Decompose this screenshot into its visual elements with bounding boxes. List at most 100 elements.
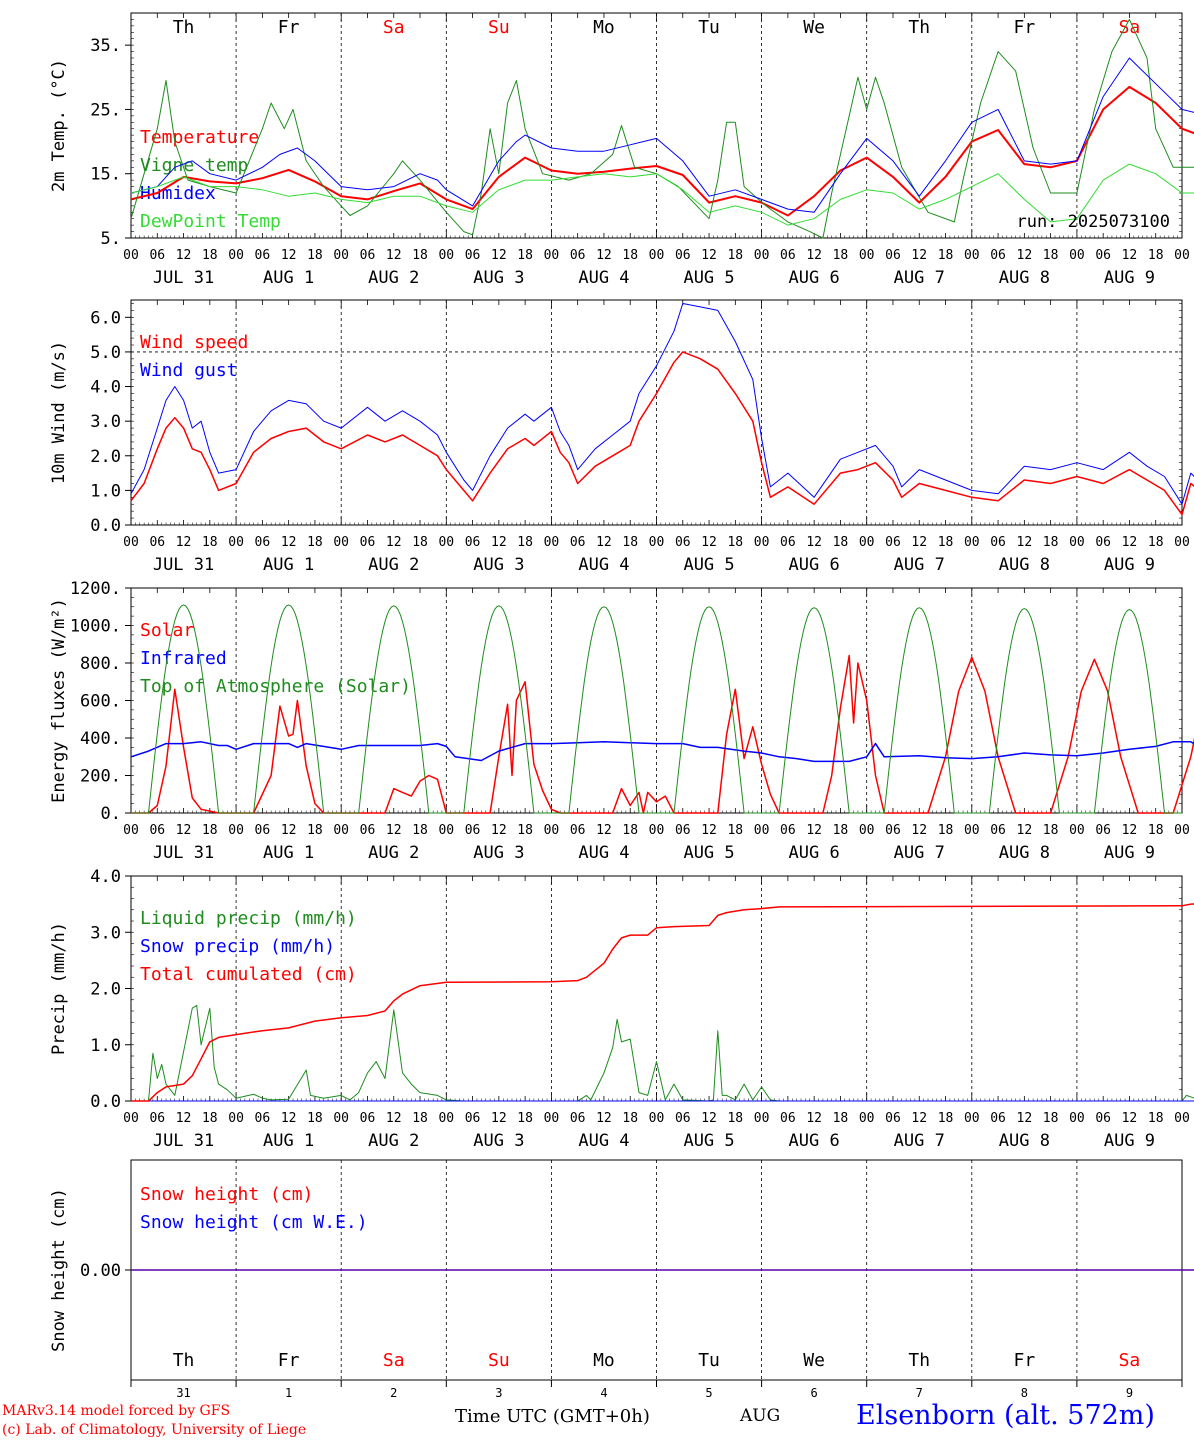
hour-label: 00 xyxy=(333,248,349,263)
series-line-4-1 xyxy=(131,1004,1194,1102)
hour-label: 00 xyxy=(228,535,244,550)
chart-panel-5: 0.00 Snow height (cm) Th Fr Sa Su Mo Tu We Th Fr Sa… xyxy=(49,1159,1194,1400)
legend-entry: Total cumulated (cm) xyxy=(140,964,357,985)
date-label: AUG 3 xyxy=(473,843,524,863)
hour-label: 18 xyxy=(1043,1111,1059,1126)
hour-label: 18 xyxy=(727,1111,743,1126)
hour-label: 00 xyxy=(1069,248,1085,263)
hour-label: 00 xyxy=(228,823,244,838)
model-line: MARv3.14 model forced by GFS xyxy=(2,1403,231,1419)
weekday-label: Sa xyxy=(383,1350,405,1371)
hour-label: 06 xyxy=(360,535,376,550)
date-label: AUG 2 xyxy=(368,268,419,288)
hour-label: 06 xyxy=(780,1111,796,1126)
weekday-label: Th xyxy=(908,1350,930,1371)
hour-label: 00 xyxy=(964,823,980,838)
hour-label: 00 xyxy=(1174,535,1190,550)
hour-label: 06 xyxy=(1095,1111,1111,1126)
y-tick-label: 0.0 xyxy=(90,1092,121,1112)
y-tick-label: 35. xyxy=(90,36,121,56)
hour-label: 00 xyxy=(754,823,770,838)
legend-entry: Infrared xyxy=(140,648,227,669)
date-label: AUG 7 xyxy=(894,1131,945,1151)
hour-label: 12 xyxy=(596,1111,612,1126)
y-tick-label: 400. xyxy=(80,729,121,749)
hour-label: 00 xyxy=(754,535,770,550)
plot-frame xyxy=(130,587,1183,814)
weekday-label: We xyxy=(803,17,825,38)
legend-entry: Snow height (cm) xyxy=(140,1184,313,1205)
hour-label: 12 xyxy=(1017,823,1033,838)
hour-label: 06 xyxy=(990,248,1006,263)
run-label: run: 2025073100 xyxy=(1016,212,1170,232)
hour-label: 12 xyxy=(911,535,927,550)
weekday-label: Sa xyxy=(1119,1350,1141,1371)
day-number: 1 xyxy=(285,1386,292,1400)
hour-label: 18 xyxy=(1148,1111,1164,1126)
hour-label: 00 xyxy=(859,248,875,263)
legend: Solar Infrared Top of Atmosphere (Solar) xyxy=(140,620,411,697)
hour-label: 12 xyxy=(1017,535,1033,550)
hour-label: 12 xyxy=(176,248,192,263)
hour-label: 00 xyxy=(649,1111,665,1126)
hour-label: 00 xyxy=(754,1111,770,1126)
series-line-3-1 xyxy=(131,654,1194,814)
date-label: AUG 7 xyxy=(894,843,945,863)
hour-label: 00 xyxy=(1174,823,1190,838)
hour-label: 18 xyxy=(727,823,743,838)
hour-label: 06 xyxy=(465,823,481,838)
hour-label: 06 xyxy=(675,1111,691,1126)
hour-label: 00 xyxy=(859,1111,875,1126)
legend: Temperature Vigne temp Humidex DewPoint Tem… xyxy=(140,127,281,232)
hour-label: 00 xyxy=(123,823,139,838)
chart-panel-1: 5. 15. 25. 35. 2m Temp. (°C) 00 06 12 18 00 06 12 18… xyxy=(49,12,1194,288)
hour-label: 18 xyxy=(1043,248,1059,263)
date-label: AUG 1 xyxy=(263,555,314,575)
hour-label: 00 xyxy=(228,248,244,263)
date-label: AUG 5 xyxy=(683,555,734,575)
legend-entry: Vigne temp xyxy=(140,155,248,176)
hour-label: 12 xyxy=(281,248,297,263)
date-label: AUG 8 xyxy=(999,268,1050,288)
hour-label: 12 xyxy=(1122,1111,1138,1126)
hour-label: 12 xyxy=(1017,248,1033,263)
hour-label: 06 xyxy=(360,248,376,263)
hour-label: 00 xyxy=(438,535,454,550)
hour-label: 18 xyxy=(307,248,323,263)
hour-label: 06 xyxy=(885,248,901,263)
hour-label: 12 xyxy=(1122,823,1138,838)
chart-panel-3: 0. 200. 400. 600. 800. 1000. 1200.Energy fluxe… xyxy=(49,579,1194,863)
hour-label: 06 xyxy=(675,535,691,550)
hour-label: 00 xyxy=(438,823,454,838)
hour-label: 00 xyxy=(123,535,139,550)
hour-label: 12 xyxy=(176,1111,192,1126)
hour-label: 12 xyxy=(596,823,612,838)
hour-label: 18 xyxy=(517,823,533,838)
legend-entry: Solar xyxy=(140,620,194,641)
weekday-label: Th xyxy=(173,17,195,38)
hour-label: 00 xyxy=(1069,1111,1085,1126)
hour-label: 06 xyxy=(1095,535,1111,550)
hour-label: 00 xyxy=(1174,248,1190,263)
date-label: AUG 1 xyxy=(263,268,314,288)
hour-label: 18 xyxy=(307,1111,323,1126)
hour-label: 12 xyxy=(281,823,297,838)
day-number: 5 xyxy=(705,1386,712,1400)
hour-label: 18 xyxy=(833,535,849,550)
series-line-1-4 xyxy=(130,163,1194,226)
hour-label: 18 xyxy=(727,248,743,263)
hour-label: 00 xyxy=(333,823,349,838)
hour-label: 12 xyxy=(386,823,402,838)
hour-label: 18 xyxy=(833,823,849,838)
hour-label: 18 xyxy=(622,248,638,263)
hour-label: 18 xyxy=(833,248,849,263)
hour-label: 18 xyxy=(622,1111,638,1126)
y-axis-label: Snow height (cm) xyxy=(49,1188,69,1352)
series-line-1-1 xyxy=(130,85,1194,217)
y-tick-label: 1.0 xyxy=(90,1036,121,1056)
date-label: JUL 31 xyxy=(153,843,214,863)
date-label: JUL 31 xyxy=(153,1131,214,1151)
weekday-label: Fr xyxy=(1014,17,1036,38)
hour-label: 18 xyxy=(202,823,218,838)
hour-label: 00 xyxy=(1069,535,1085,550)
